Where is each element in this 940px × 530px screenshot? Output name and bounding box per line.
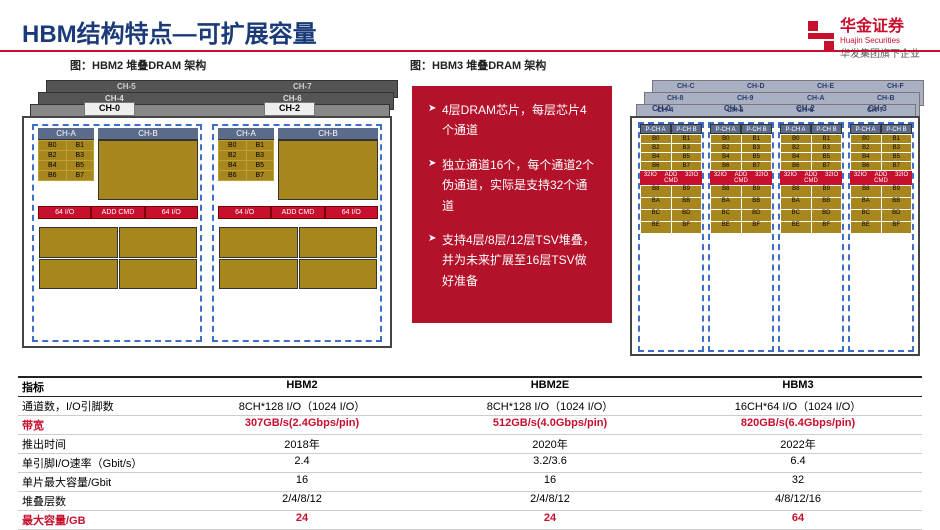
pch-column: P-CH AP-CH BB0B1B2B3B4B5B6B732IOADD CMD3…	[778, 122, 844, 352]
ch-label: CH-A	[807, 95, 825, 102]
hbm3-diagram: CH-C CH-D CH-E CH-F CH-8 CH-9 CH-A CH-B …	[630, 80, 926, 358]
hbm2-die0: CH-0 CH-2 CH-A B0B1 B2B3 B4B5 B6B7 CH-B …	[22, 116, 392, 348]
ch-label: CH-D	[747, 83, 765, 90]
logo-mark	[808, 21, 834, 51]
io-label: 64 I/O	[38, 206, 91, 219]
hbm2-diagram: CH-5 CH-7 CH-4 CH-6 CH-1 CH-3 CH-0 CH-2 …	[18, 80, 398, 360]
caption-hbm3: 图：HBM3 堆叠DRAM 架构	[410, 57, 546, 73]
bank: B7	[247, 171, 274, 180]
io-row: 64 I/O ADD CMD 64 I/O	[218, 206, 378, 219]
io-label: 64 I/O	[325, 206, 378, 219]
ch-tab: CH-0	[84, 102, 135, 116]
bank: B4	[39, 161, 66, 170]
comparison-table: 指标 HBM2 HBM2E HBM3 通道数，I/O引脚数8CH*128 I/O…	[18, 376, 922, 530]
bullet: 独立通道16个，每个通道2个伪通道，实际是支持32个通道	[428, 155, 596, 216]
th: HBM2E	[426, 378, 674, 396]
bank: B7	[67, 171, 94, 180]
bank: B2	[39, 151, 66, 160]
ch-tab: CH-2	[796, 104, 815, 113]
logo-name: 华金证券	[840, 12, 920, 36]
ch-label: CH-7	[293, 82, 312, 91]
ch-label: CH-8	[667, 95, 683, 102]
title-underline	[0, 50, 940, 52]
table-row: 最大容量/GB242464	[18, 511, 922, 530]
hbm3-die: CH-0 CH-1 CH-2 CH-3 P-CH AP-CH BB0B1B2B3…	[630, 116, 920, 356]
th: 指标	[18, 378, 178, 396]
half-label: CH-A	[218, 128, 274, 140]
pch-column: P-CH AP-CH BB0B1B2B3B4B5B6B732IOADD CMD3…	[848, 122, 914, 352]
ch-label: CH-5	[117, 82, 136, 91]
half-label: CH-B	[278, 128, 378, 140]
ch-label: CH-E	[817, 83, 834, 90]
th: HBM2	[178, 378, 426, 396]
ch-label: CH-9	[737, 95, 753, 102]
ch-tab: CH-2	[264, 102, 315, 116]
logo-block: 华金证券 Huajin Securities 华发集团旗下企业	[808, 12, 920, 60]
logo-english: Huajin Securities	[840, 36, 920, 45]
bank: B3	[67, 151, 94, 160]
bank: B6	[39, 171, 66, 180]
bank: B1	[67, 141, 94, 150]
table-header: 指标 HBM2 HBM2E HBM3	[18, 378, 922, 397]
bank: B1	[247, 141, 274, 150]
bank: B5	[247, 161, 274, 170]
bullet: 支持4层/8层/12层TSV堆叠，并为未来扩展至16层TSV做好准备	[428, 230, 596, 291]
ch-label: CH-F	[887, 83, 904, 90]
bank: B0	[39, 141, 66, 150]
base-block	[38, 226, 198, 290]
io-label: ADD CMD	[271, 206, 324, 219]
bullet: 4层DRAM芯片，每层芯片4个通道	[428, 100, 596, 141]
ch-tab: CH-3	[868, 104, 887, 113]
table-row: 推出时间2018年2020年2022年	[18, 435, 922, 454]
logo-sub: 华发集团旗下企业	[840, 45, 920, 60]
bullets-panel: 4层DRAM芯片，每层芯片4个通道 独立通道16个，每个通道2个伪通道，实际是支…	[412, 86, 612, 323]
half-label: CH-A	[38, 128, 94, 140]
caption-hbm2: 图：HBM2 堆叠DRAM 架构	[70, 57, 206, 73]
table-row: 带宽307GB/s(2.4Gbps/pin)512GB/s(4.0Gbps/pi…	[18, 416, 922, 435]
ch-tab: CH-0	[652, 104, 671, 113]
pch-column: P-CH AP-CH BB0B1B2B3B4B5B6B732IOADD CMD3…	[708, 122, 774, 352]
table-row: 单引脚I/O速率（Gbit/s）2.43.2/3.66.4	[18, 454, 922, 473]
bank: B6	[219, 171, 246, 180]
io-label: 64 I/O	[218, 206, 271, 219]
table-row: 通道数，I/O引脚数8CH*128 I/O（1024 I/O）8CH*128 I…	[18, 397, 922, 416]
bank: B2	[219, 151, 246, 160]
table-row: 单片最大容量/Gbit161632	[18, 473, 922, 492]
base-block	[218, 226, 378, 290]
page-title: HBM结构特点—可扩展容量	[22, 14, 317, 49]
ch-label: CH-C	[677, 83, 695, 90]
channel-block: CH-A B0B1 B2B3 B4B5 B6B7 CH-B 64 I/O ADD…	[212, 124, 382, 342]
pch-column: P-CH AP-CH BB0B1B2B3B4B5B6B732IOADD CMD3…	[638, 122, 704, 352]
bank: B5	[67, 161, 94, 170]
bank: B3	[247, 151, 274, 160]
io-label: ADD CMD	[91, 206, 144, 219]
th: HBM3	[674, 378, 922, 396]
bank: B4	[219, 161, 246, 170]
channel-block: CH-A B0B1 B2B3 B4B5 B6B7 CH-B 64 I/O ADD…	[32, 124, 202, 342]
ch-tab: CH-1	[724, 104, 743, 113]
ch-label: CH-B	[877, 95, 895, 102]
table-row: 堆叠层数2/4/8/122/4/8/124/8/12/16	[18, 492, 922, 511]
io-row: 64 I/O ADD CMD 64 I/O	[38, 206, 198, 219]
half-label: CH-B	[98, 128, 198, 140]
bank: B0	[219, 141, 246, 150]
io-label: 64 I/O	[145, 206, 198, 219]
